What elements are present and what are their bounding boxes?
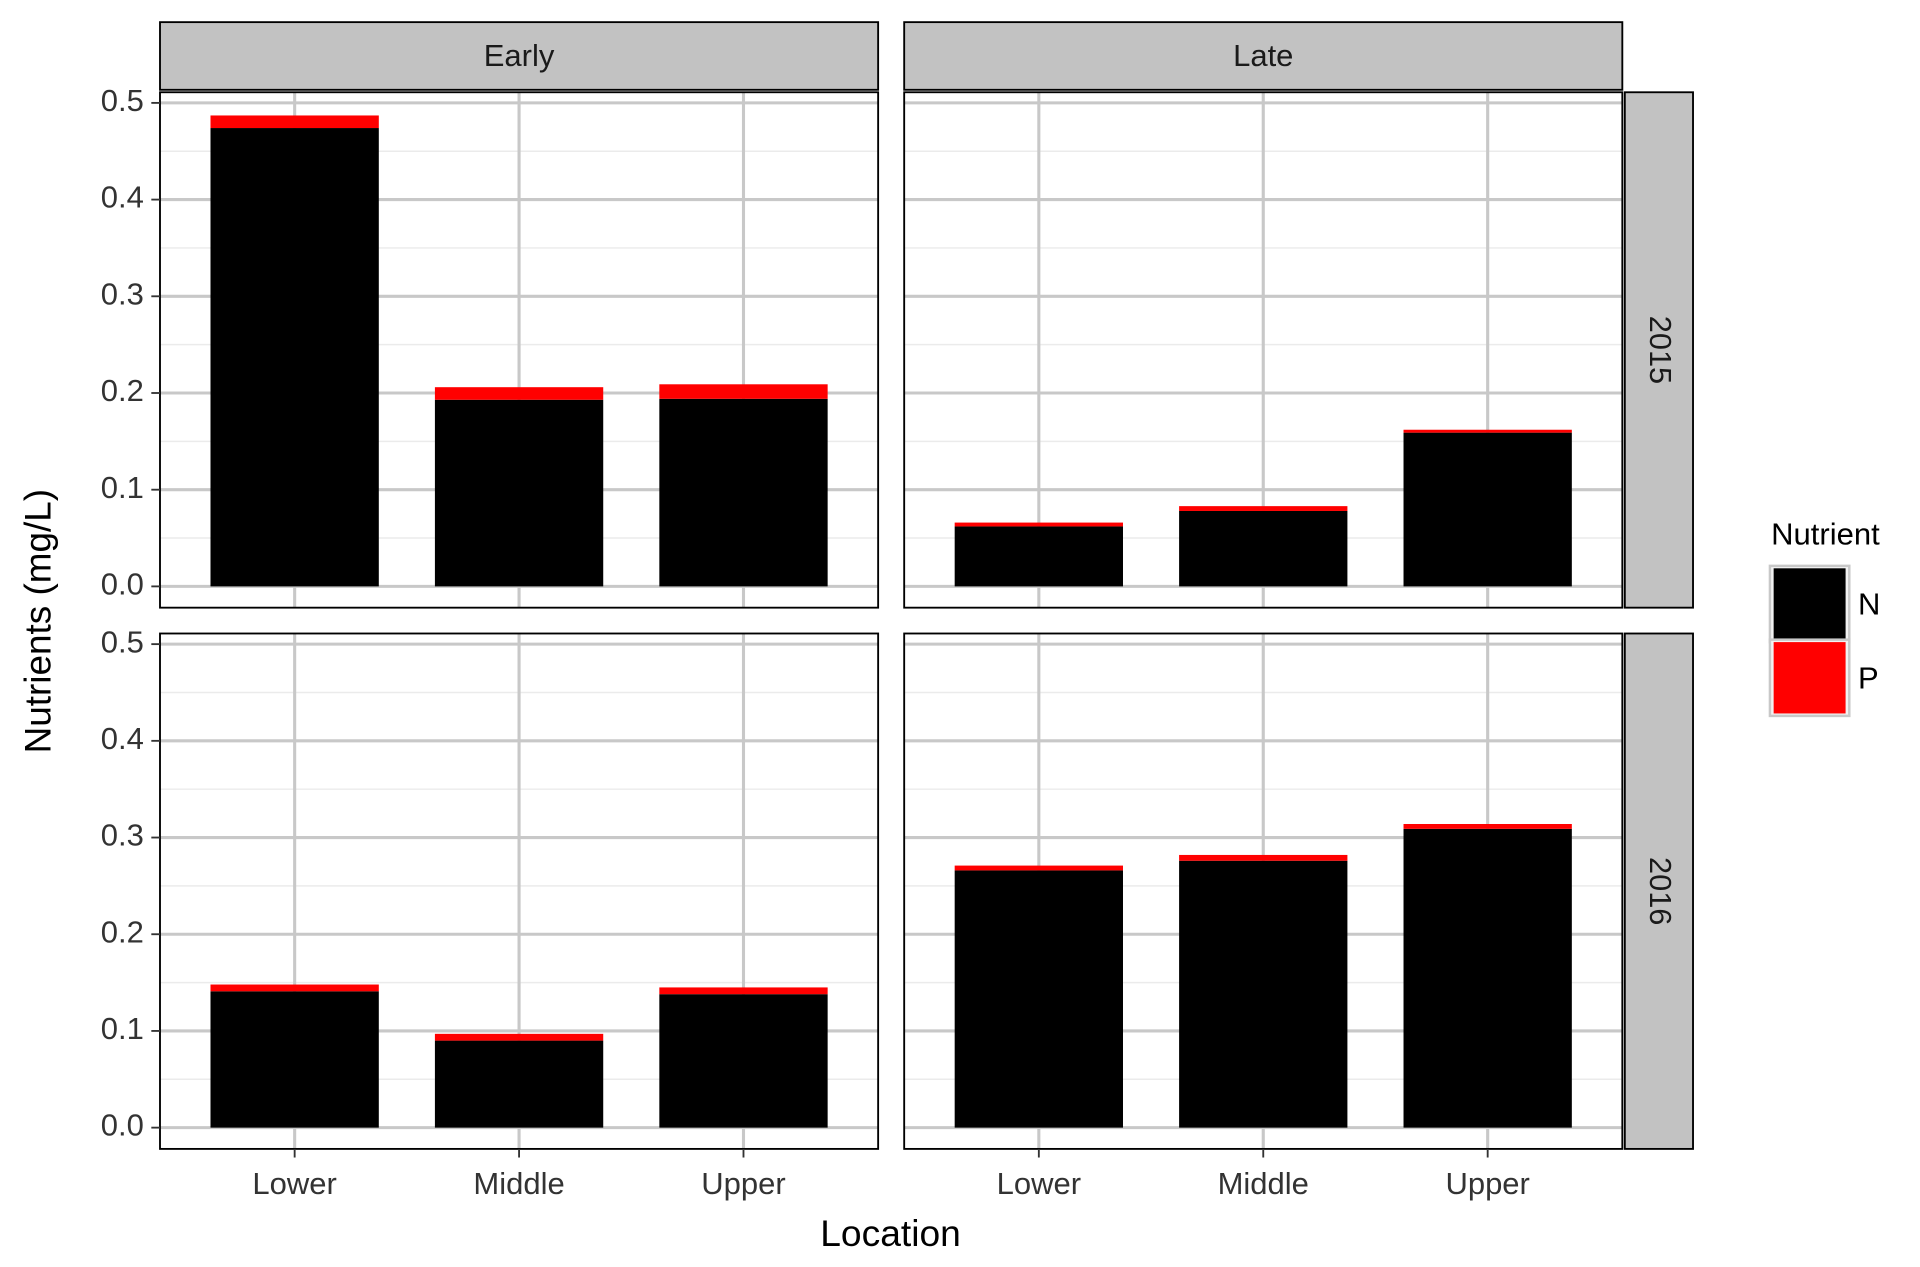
- y-axis-title: Nutrients (mg/L): [17, 489, 59, 753]
- x-tick-label: Middle: [473, 1166, 564, 1201]
- bar-segment: [1179, 860, 1348, 1128]
- y-tick-label: 0.1: [101, 1011, 144, 1046]
- column-strip: [903, 21, 1624, 91]
- column-strip-label: Early: [484, 38, 555, 73]
- bar-segment: [659, 987, 828, 995]
- x-tick-label: Lower: [252, 1166, 336, 1201]
- y-tick-label: 0.2: [101, 373, 144, 408]
- x-tick-label: Middle: [1218, 1166, 1309, 1201]
- panel-border: [159, 91, 880, 609]
- panel-border: [903, 91, 1624, 609]
- x-tick-label: Upper: [1445, 1166, 1529, 1201]
- y-tick-label: 0.1: [101, 470, 144, 505]
- x-tick-label: Upper: [701, 1166, 785, 1201]
- bar-segment: [1403, 823, 1572, 829]
- bar-segment: [954, 865, 1123, 871]
- column-strip: [159, 21, 880, 91]
- row-strip-label: 2016: [1643, 857, 1678, 925]
- bar-segment: [1403, 429, 1572, 433]
- bar-segment: [1179, 510, 1348, 587]
- column-strip-label: Late: [1233, 38, 1293, 73]
- row-strip-label: 2015: [1643, 316, 1678, 384]
- x-tick-label: Lower: [997, 1166, 1081, 1201]
- bar-segment: [434, 399, 604, 587]
- legend-label: P: [1858, 660, 1879, 695]
- y-tick-label: 0.3: [101, 818, 144, 853]
- bar-segment: [434, 387, 604, 400]
- bar-segment: [210, 984, 379, 992]
- bar-segment: [434, 1040, 604, 1128]
- bar-segment: [659, 398, 828, 587]
- row-strip: [1623, 632, 1694, 1150]
- bar-segment: [434, 1033, 604, 1041]
- y-tick-label: 0.3: [101, 277, 144, 312]
- y-tick-label: 0.4: [101, 180, 144, 215]
- y-tick-label: 0.5: [101, 624, 144, 659]
- bar-segment: [210, 991, 379, 1128]
- y-tick-label: 0.4: [101, 721, 144, 756]
- bar-segment: [210, 128, 379, 587]
- y-tick-label: 0.0: [101, 567, 144, 602]
- x-axis-title: Location: [820, 1212, 961, 1254]
- y-tick-label: 0.5: [101, 83, 144, 118]
- bar-segment: [659, 384, 828, 399]
- bar-segment: [1403, 828, 1572, 1128]
- legend-title: Nutrient: [1771, 517, 1880, 552]
- y-tick-label: 0.0: [101, 1108, 144, 1143]
- row-strip: [1623, 91, 1694, 609]
- bar-segment: [1179, 854, 1348, 861]
- bar-segment: [1179, 506, 1348, 511]
- legend-key: [1773, 642, 1846, 714]
- bar-segment: [1403, 432, 1572, 587]
- bar-segment: [954, 870, 1123, 1128]
- y-tick-label: 0.2: [101, 914, 144, 949]
- bar-segment: [954, 526, 1123, 587]
- legend-key: [1773, 568, 1846, 640]
- bar-segment: [210, 115, 379, 129]
- legend-label: N: [1858, 587, 1880, 622]
- bar-segment: [954, 522, 1123, 527]
- bar-segment: [659, 994, 828, 1128]
